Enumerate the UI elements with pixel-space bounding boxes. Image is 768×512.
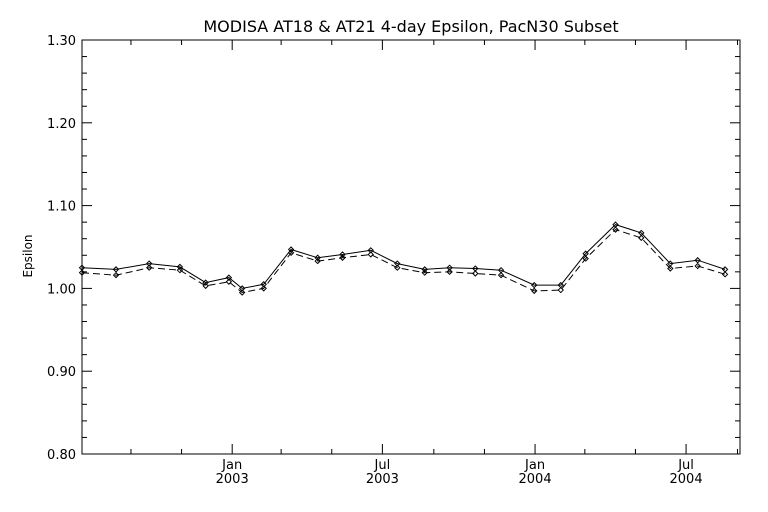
data-point [202, 279, 209, 286]
data-point [202, 282, 209, 290]
data-point [721, 271, 729, 278]
data-point [112, 271, 120, 279]
x-tick-label-month: Jan [221, 458, 242, 473]
data-point [394, 264, 401, 271]
data-point [176, 266, 184, 274]
data-point [78, 269, 86, 276]
data-point [238, 285, 246, 292]
data-point [146, 260, 153, 267]
data-point [472, 270, 479, 277]
data-point [112, 266, 120, 273]
plot-frame [81, 39, 741, 455]
data-point [667, 265, 674, 272]
axes: 1.301.201.101.000.900.80Jan2003Jul2003Ja… [47, 34, 740, 487]
y-tick-label: 0.90 [47, 365, 76, 380]
data-point [531, 281, 538, 289]
y-tick-label: 1.00 [47, 282, 76, 297]
x-tick-label-month: Jan [524, 458, 545, 473]
x-tick-label-year: 2004 [519, 472, 552, 487]
data-point [238, 289, 246, 296]
data-point [394, 260, 401, 267]
data-point [260, 281, 267, 288]
y-tick-label: 1.20 [47, 117, 76, 132]
y-tick-label: 1.10 [47, 200, 76, 215]
data-point [287, 249, 295, 257]
data-point [446, 268, 453, 276]
data-point [146, 264, 153, 271]
data-point [694, 257, 701, 264]
data-point [367, 251, 374, 258]
x-tick-label-year: 2003 [216, 472, 249, 487]
data-point [638, 234, 645, 242]
x-tick-label-year: 2004 [670, 472, 703, 487]
series-solid-line [81, 224, 726, 289]
x-tick-label-year: 2003 [366, 472, 399, 487]
y-tick-label: 0.80 [47, 448, 76, 463]
data-point [612, 226, 619, 233]
data-point [557, 286, 564, 294]
data-point [694, 262, 701, 270]
data-point [367, 247, 374, 254]
data-point [314, 254, 321, 261]
data-point [176, 263, 184, 271]
data-point [260, 285, 267, 292]
data-point [339, 251, 346, 258]
data-point [421, 266, 428, 273]
data-point [531, 287, 538, 295]
y-axis-label: Epsilon [21, 234, 35, 277]
x-tick-label-month: Jul [677, 458, 694, 473]
data-point [287, 246, 295, 253]
data-point [582, 255, 589, 262]
data-point [314, 257, 321, 265]
data-point [497, 271, 505, 279]
data-point [225, 274, 233, 281]
series-dashed-line [81, 229, 726, 294]
data-point [446, 264, 453, 271]
series-layer [78, 221, 729, 296]
data-point [339, 254, 346, 261]
chart-title: MODISA AT18 & AT21 4-day Epsilon, PacN30… [203, 17, 618, 36]
x-tick-label-month: Jul [374, 458, 391, 473]
data-point [421, 269, 428, 276]
data-point [225, 278, 233, 285]
y-tick-label: 1.30 [47, 34, 76, 49]
